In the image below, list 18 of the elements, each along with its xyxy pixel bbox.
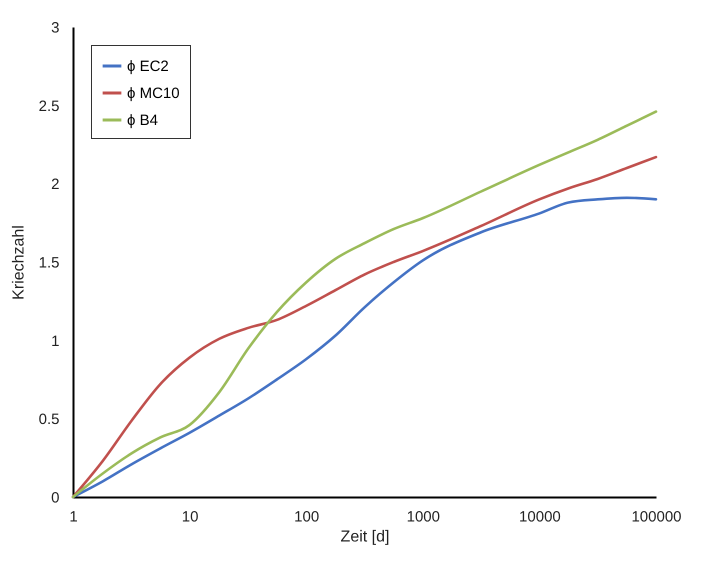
x-tick-label: 10000 bbox=[519, 508, 561, 526]
x-axis-title: Zeit [d] bbox=[340, 528, 390, 546]
x-tick-label: 100000 bbox=[631, 508, 682, 526]
y-tick-label: 0.5 bbox=[38, 411, 60, 428]
y-tick-label: 2.5 bbox=[38, 98, 60, 115]
y-tick-label: 3 bbox=[51, 20, 60, 36]
x-tick-label: 1 bbox=[69, 508, 78, 526]
y-tick-label: 1 bbox=[51, 332, 60, 350]
y-axis-title: Kriechzahl bbox=[10, 225, 28, 300]
x-tick-label: 100 bbox=[294, 508, 320, 526]
y-tick-label: 1.5 bbox=[38, 254, 60, 272]
x-tick-label: 1000 bbox=[406, 508, 440, 526]
y-tick-label: 0 bbox=[51, 490, 60, 506]
legend-label: ϕ EC2 bbox=[127, 58, 169, 75]
legend-label: ϕ MC10 bbox=[127, 85, 180, 102]
x-tick-label: 10 bbox=[182, 508, 198, 526]
y-tick-label: 2 bbox=[51, 176, 60, 194]
legend-label: ϕ B4 bbox=[127, 112, 158, 129]
